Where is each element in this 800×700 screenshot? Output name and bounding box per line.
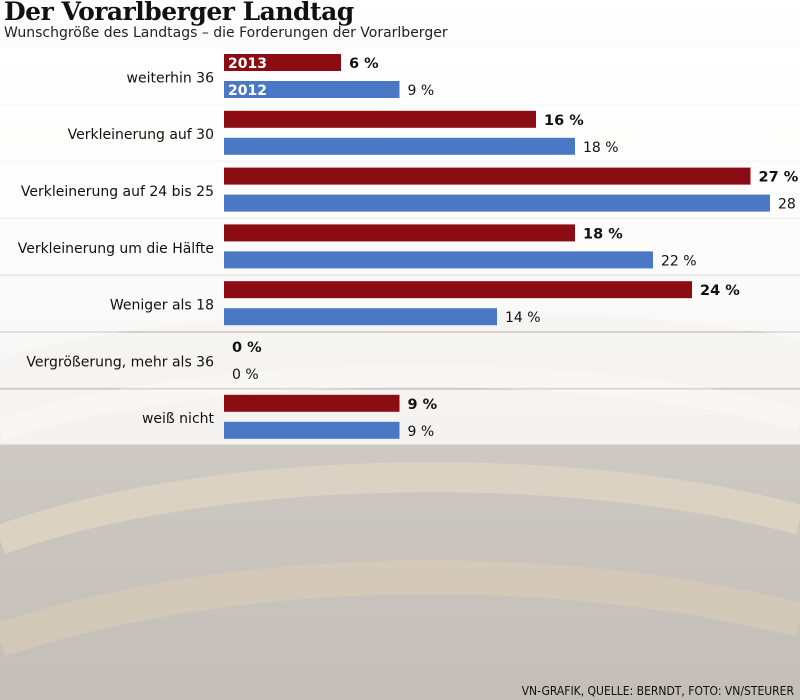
category-label: Verkleinerung auf 24 bis 25 <box>21 184 214 200</box>
value-label-2013: 27 % <box>759 170 799 186</box>
chart-subtitle: Wunschgröße des Landtags – die Forderung… <box>4 25 448 41</box>
bar-2012 <box>224 137 575 155</box>
category-label: Verkleinerung auf 30 <box>68 127 214 143</box>
bar-2013 <box>224 110 536 128</box>
row-band <box>0 389 800 445</box>
bar-2012 <box>224 194 770 212</box>
bar-2013 <box>224 224 575 242</box>
value-label-2012: 9 % <box>408 83 435 99</box>
bar-2013 <box>224 394 400 412</box>
source-credit: VN-GRAFIK, QUELLE: BERNDT, FOTO: VN/STEU… <box>521 684 794 698</box>
bar-2012 <box>224 308 497 326</box>
series-label-2013: 2013 <box>228 56 267 72</box>
value-label-2012: 18 % <box>583 140 619 156</box>
bar-2012 <box>224 251 653 269</box>
value-label-2013: 16 % <box>544 113 584 129</box>
category-label: weiterhin 36 <box>127 70 215 86</box>
value-label-2012: 0 % <box>232 367 259 383</box>
category-label: Weniger als 18 <box>110 298 214 314</box>
row-band <box>0 333 800 388</box>
value-label-2013: 6 % <box>349 56 379 72</box>
value-label-2013: 0 % <box>232 340 262 356</box>
bar-2012 <box>224 81 400 98</box>
bar-2012 <box>224 421 400 439</box>
value-label-2012: 28 % <box>778 197 800 213</box>
value-label-2013: 18 % <box>583 226 623 242</box>
value-label-2013: 24 % <box>700 283 740 299</box>
value-label-2012: 14 % <box>505 310 541 326</box>
series-label-2012: 2012 <box>228 83 267 99</box>
bar-2013 <box>224 281 692 299</box>
bar-2013 <box>224 167 751 185</box>
chart-title: Der Vorarlberger Landtag <box>4 0 354 26</box>
category-label: weiß nicht <box>142 411 215 427</box>
category-label: Vergrößerung, mehr als 36 <box>26 354 214 370</box>
value-label-2012: 9 % <box>408 424 435 440</box>
category-label: Verkleinerung um die Hälfte <box>18 241 214 257</box>
value-label-2013: 9 % <box>408 397 438 413</box>
value-label-2012: 22 % <box>661 253 697 269</box>
bar-2013 <box>224 54 341 71</box>
row-band <box>0 49 800 104</box>
